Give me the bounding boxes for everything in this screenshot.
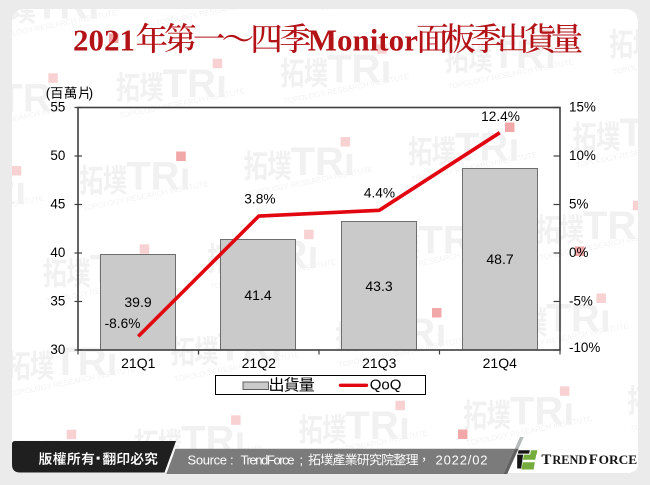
svg-text:43.3: 43.3 xyxy=(365,278,392,294)
svg-text:Monitor: Monitor xyxy=(308,23,418,58)
svg-text:3.8%: 3.8% xyxy=(244,192,275,207)
svg-text:21Q2: 21Q2 xyxy=(242,355,276,371)
svg-text:-5%: -5% xyxy=(569,294,593,309)
svg-text:39.9: 39.9 xyxy=(124,294,151,310)
svg-text:ORCE: ORCE xyxy=(599,453,638,467)
svg-text:15%: 15% xyxy=(569,100,596,115)
svg-text:-10%: -10% xyxy=(569,340,600,355)
svg-text:0%: 0% xyxy=(569,245,588,260)
svg-text:30: 30 xyxy=(50,342,65,357)
svg-text:-8.6%: -8.6% xyxy=(105,316,141,331)
svg-text:T: T xyxy=(541,452,551,468)
svg-text:50: 50 xyxy=(50,148,65,163)
svg-text:40: 40 xyxy=(50,245,65,260)
svg-text:): ) xyxy=(89,86,94,101)
svg-text:21Q4: 21Q4 xyxy=(483,355,517,371)
svg-text:10%: 10% xyxy=(569,148,596,163)
svg-text:5%: 5% xyxy=(569,197,588,212)
svg-text:2021: 2021 xyxy=(73,23,135,58)
svg-text:21Q3: 21Q3 xyxy=(362,355,396,371)
svg-text:48.7: 48.7 xyxy=(486,251,513,267)
svg-text:55: 55 xyxy=(50,100,65,115)
svg-text:45: 45 xyxy=(50,197,65,212)
svg-text:F: F xyxy=(589,452,598,468)
svg-text:(: ( xyxy=(46,86,51,101)
svg-text:REND: REND xyxy=(552,453,587,467)
svg-text::: : xyxy=(230,452,234,467)
svg-text:4.4%: 4.4% xyxy=(364,186,395,201)
svg-text:2022/02: 2022/02 xyxy=(436,452,488,467)
svg-text:12.4%: 12.4% xyxy=(481,109,520,124)
svg-text:21Q1: 21Q1 xyxy=(121,355,155,371)
svg-text:41.4: 41.4 xyxy=(244,287,271,303)
svg-text:35: 35 xyxy=(50,294,65,309)
svg-text:;: ; xyxy=(300,452,304,467)
svg-text:Source: Source xyxy=(188,452,228,467)
svg-text:TrendForce: TrendForce xyxy=(241,452,295,467)
svg-text:QoQ: QoQ xyxy=(370,377,402,394)
